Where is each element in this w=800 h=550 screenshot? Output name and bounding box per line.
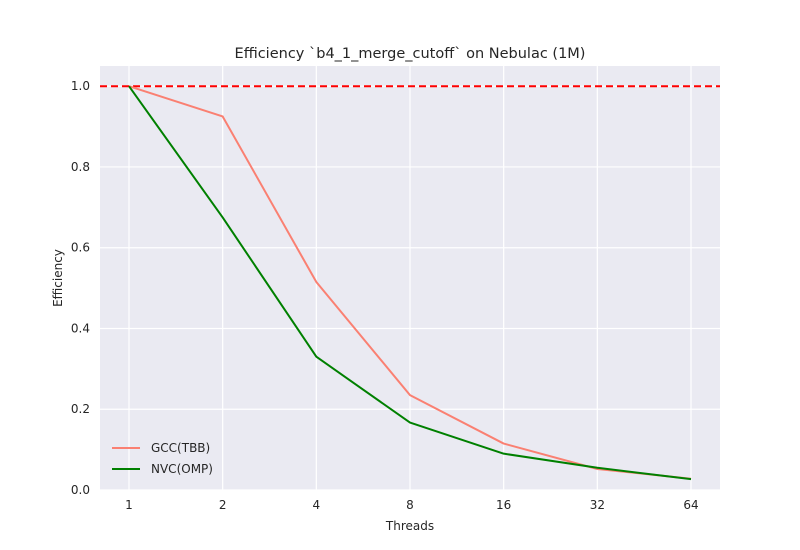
y-tick-label: 0.4 — [71, 321, 90, 335]
x-tick-label: 4 — [313, 498, 321, 512]
x-tick-labels: 1 2 4 8 16 32 64 — [125, 498, 698, 512]
grid-lines — [100, 66, 720, 491]
y-tick-label: 0.0 — [71, 483, 90, 497]
chart-title: Efficiency `b4_1_merge_cutoff` on Nebula… — [235, 46, 586, 62]
series-line-nvc-omp — [128, 85, 692, 481]
x-tick-label: 64 — [683, 498, 698, 512]
series-lines — [128, 85, 692, 481]
x-tick-label: 1 — [125, 498, 133, 512]
x-tick-label: 32 — [590, 498, 605, 512]
legend-label: NVC(OMP) — [151, 462, 213, 476]
series-line-gcc-tbb — [128, 85, 692, 480]
y-tick-label: 0.6 — [71, 241, 90, 255]
x-tick-label: 2 — [219, 498, 227, 512]
y-tick-label: 1.0 — [71, 79, 90, 93]
x-tick-label: 16 — [496, 498, 511, 512]
legend-label: GCC(TBB) — [151, 441, 210, 455]
y-axis-label: Efficiency — [51, 249, 65, 307]
x-tick-label: 8 — [406, 498, 414, 512]
legend: GCC(TBB) NVC(OMP) — [112, 441, 213, 476]
y-tick-label: 0.2 — [71, 402, 90, 416]
y-tick-labels: 0.0 0.2 0.4 0.6 0.8 1.0 — [71, 79, 90, 497]
y-tick-label: 0.8 — [71, 160, 90, 174]
x-axis-label: Threads — [385, 519, 434, 533]
